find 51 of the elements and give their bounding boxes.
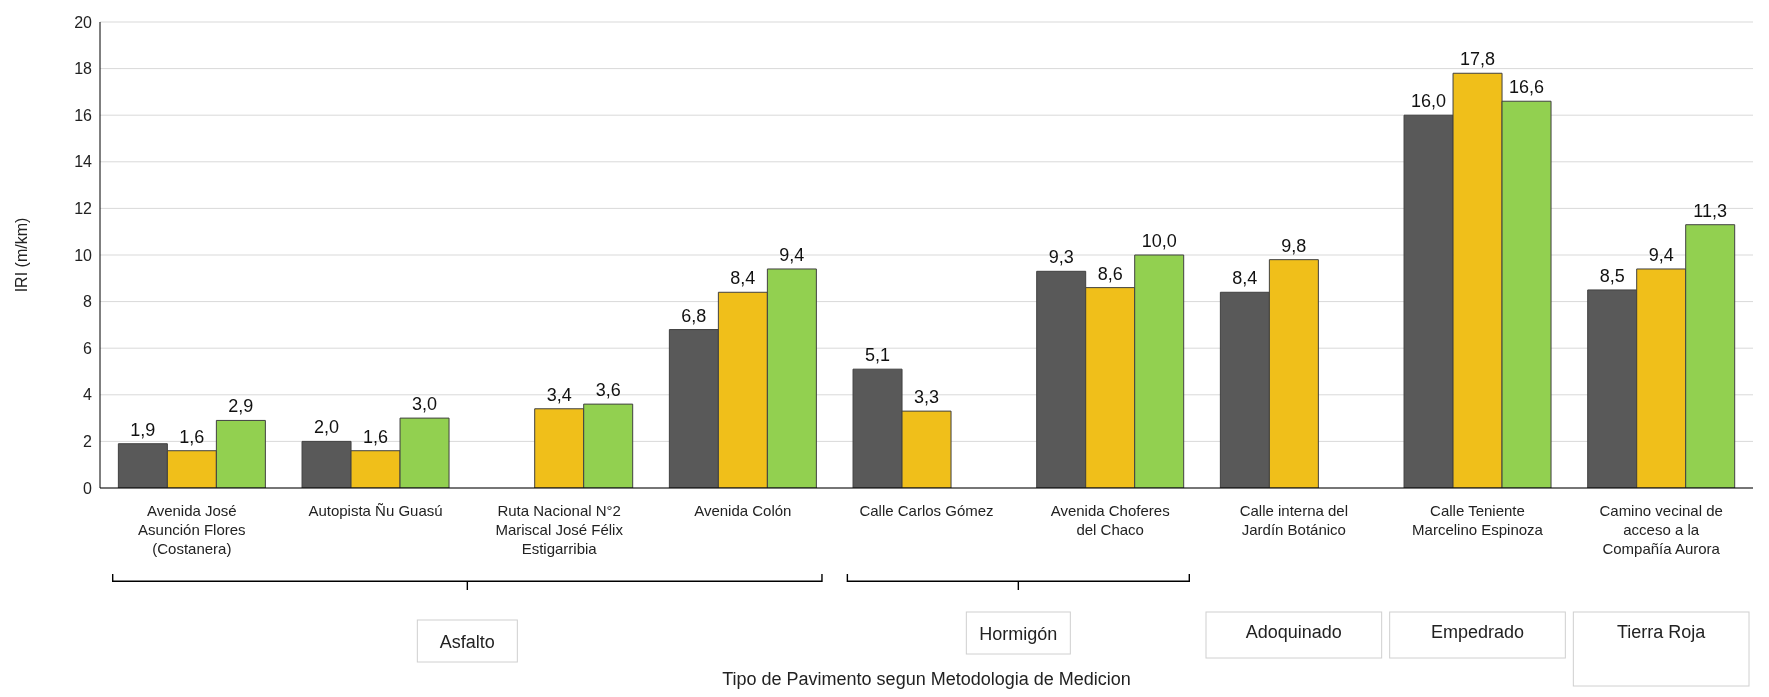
data-label: 10,0 <box>1141 231 1177 251</box>
y-tick-label: 12 <box>74 200 93 218</box>
data-label: 3,6 <box>595 380 621 401</box>
y-tick-label: 8 <box>83 293 93 311</box>
x-tick-label: Avenida Colón <box>694 502 792 519</box>
data-label: 16,6 <box>1509 77 1545 98</box>
x-tick-label: Avenida José Asunción Flores (Costanera) <box>138 502 246 557</box>
y-tick-label: 4 <box>83 386 93 404</box>
data-label: 9,4 <box>779 244 805 265</box>
data-label: 5,1 <box>865 345 891 366</box>
text: Tipo de Pavimento segun Metodologia de Medicion <box>722 669 1131 689</box>
data-label: 17,8 <box>1460 49 1496 70</box>
data-label: 9,8 <box>1281 235 1307 256</box>
x-tick-label: Calle Carlos Gómez <box>859 502 994 519</box>
text: Asfalto <box>439 632 495 652</box>
x-tick-label: Autopista Ñu Guasú <box>308 502 443 519</box>
data-label: 2,0 <box>314 417 340 438</box>
y-tick-label: 20 <box>74 13 93 31</box>
data-label: 11,3 <box>1693 200 1728 221</box>
data-label: 8,5 <box>1599 265 1625 286</box>
x-tick-label: Camino vecinal de acceso a la Compañía Aurora <box>1599 502 1723 557</box>
data-label: 1,6 <box>363 426 389 447</box>
x-tick-label: Calle interna del Jardín Botánico <box>1239 502 1349 538</box>
data-label: 1,6 <box>179 426 205 447</box>
y-tick-label: 2 <box>83 433 93 451</box>
x-tick-label: Calle Teniente Marcelino Espinoza <box>1412 502 1544 538</box>
text: Empedrado <box>1430 622 1525 642</box>
data-label: 3,0 <box>412 394 438 415</box>
text: Adoquinado <box>1245 622 1342 642</box>
y-axis-title: IRI (m/km) <box>12 217 30 293</box>
data-label: 2,9 <box>228 396 254 417</box>
y-tick-label: 14 <box>74 153 93 171</box>
data-label: 9,3 <box>1048 247 1074 268</box>
data-label: 3,3 <box>914 387 940 408</box>
y-tick-label: 0 <box>83 479 93 497</box>
y-tick-label: 6 <box>83 339 93 357</box>
y-tick-label: 16 <box>74 106 93 124</box>
text: Tierra Roja <box>1616 622 1707 642</box>
data-label: 6,8 <box>681 305 707 326</box>
text: Hormigón <box>979 624 1058 644</box>
data-label: 1,9 <box>130 419 156 440</box>
data-label: 8,4 <box>1232 268 1258 289</box>
data-label: 8,6 <box>1097 263 1123 284</box>
data-label: 9,4 <box>1648 244 1674 265</box>
x-tick-label: Avenida Choferes del Chaco <box>1050 502 1170 538</box>
data-label: 8,4 <box>730 268 756 289</box>
x-tick-label: Ruta Nacional N°2 Mariscal José Félix Estigarribia <box>495 502 624 557</box>
data-label: 16,0 <box>1411 91 1447 112</box>
y-tick-label: 10 <box>74 246 93 264</box>
data-label: 3,4 <box>546 384 572 405</box>
y-tick-label: 18 <box>74 60 93 78</box>
